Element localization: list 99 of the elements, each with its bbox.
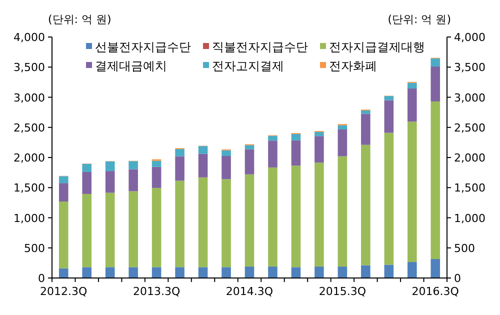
x-tick-label: 2012.3Q — [40, 285, 88, 298]
y-tick-label: 2,500 — [14, 121, 45, 134]
bar — [408, 122, 417, 262]
bar — [175, 267, 184, 278]
bar — [198, 267, 208, 278]
bar — [244, 174, 254, 267]
bar — [82, 164, 92, 172]
bar — [58, 176, 68, 184]
bar — [198, 154, 208, 178]
y2-tick-label: 2,000 — [454, 152, 486, 164]
y-tick-label: 4,000 — [14, 31, 45, 44]
bar — [105, 171, 115, 193]
bar — [408, 88, 417, 122]
y2-tick-label: 3,500 — [454, 61, 486, 74]
bar — [384, 264, 394, 278]
bar — [361, 114, 370, 145]
bar — [244, 145, 254, 150]
bar — [105, 161, 115, 172]
bar — [338, 125, 348, 130]
bar — [338, 156, 348, 267]
bar — [314, 266, 324, 278]
bar — [128, 161, 138, 170]
bar — [361, 265, 370, 278]
y2-tick-label: 1,500 — [454, 182, 486, 195]
x-tick-label: 2016.3Q — [412, 285, 460, 298]
bar — [222, 150, 231, 156]
x-tick-label: 2014.3Q — [226, 285, 274, 298]
bar — [58, 201, 68, 268]
bar — [128, 191, 138, 268]
y-tick-label: 2,000 — [14, 152, 45, 164]
bar — [291, 267, 301, 278]
bar — [430, 259, 440, 278]
legend-label: 직불전자지급수단 — [212, 40, 308, 54]
bar — [268, 266, 278, 278]
bar — [291, 166, 301, 268]
legend-label: 전자지급결제대행 — [329, 40, 425, 54]
bar — [152, 267, 162, 278]
bar — [408, 262, 417, 278]
bar — [430, 66, 440, 102]
y-tick-label: 3,500 — [14, 61, 45, 74]
bar — [408, 82, 417, 89]
legend-label: 전자화폐 — [329, 59, 377, 73]
bar — [268, 140, 278, 168]
y2-axis-title: (단위: 억 원) — [388, 13, 451, 26]
bar — [222, 267, 231, 278]
y-tick-label: 500 — [24, 242, 45, 255]
bar — [361, 144, 370, 266]
bar — [175, 149, 184, 156]
x-tick-label: 2015.3Q — [318, 285, 366, 298]
y2-tick-label: 2,500 — [454, 121, 486, 134]
y-tick-label: 3,000 — [14, 91, 45, 104]
bar — [105, 192, 115, 268]
bar — [82, 267, 92, 278]
y2-tick-label: 500 — [454, 242, 475, 255]
legend-label: 결제대금예치 — [95, 59, 167, 73]
bar — [361, 110, 370, 114]
bar — [430, 58, 440, 67]
y2-tick-label: 1,000 — [454, 212, 486, 225]
bar — [105, 267, 115, 278]
bar — [268, 136, 278, 141]
bar — [152, 166, 162, 188]
bar — [82, 194, 92, 268]
bar — [244, 266, 254, 278]
bar — [198, 146, 208, 154]
bar — [58, 183, 68, 202]
bar — [152, 160, 162, 167]
bar — [430, 101, 440, 260]
legend-label: 선불전자지급수단 — [95, 40, 191, 54]
y2-tick-label: 0 — [454, 272, 461, 285]
bar — [314, 132, 324, 136]
bar — [82, 172, 92, 194]
legend-label: 전자고지결제 — [212, 59, 284, 73]
y-tick-label: 1,000 — [14, 212, 45, 225]
bar — [222, 179, 231, 268]
y-axis-title: (단위: 억 원) — [48, 13, 112, 26]
bar — [175, 180, 184, 268]
bar — [268, 167, 278, 267]
bar — [222, 156, 231, 180]
bar — [338, 129, 348, 156]
bar — [128, 267, 138, 278]
y2-tick-label: 4,000 — [454, 31, 486, 44]
y-tick-label: 1,500 — [14, 182, 45, 195]
bar — [384, 96, 394, 100]
bar — [291, 134, 301, 140]
bar — [58, 268, 68, 278]
bar — [244, 149, 254, 174]
bar — [152, 188, 162, 268]
bar — [198, 177, 208, 268]
bar — [128, 169, 138, 192]
bar — [314, 162, 324, 267]
y-tick-label: 0 — [38, 272, 45, 285]
bar — [338, 266, 348, 278]
bar — [384, 100, 394, 133]
bar — [175, 156, 184, 181]
x-tick-label: 2013.3Q — [132, 285, 180, 298]
bar — [291, 140, 301, 166]
bar — [314, 136, 324, 163]
bar — [384, 132, 394, 265]
y2-tick-label: 3,000 — [454, 91, 486, 104]
